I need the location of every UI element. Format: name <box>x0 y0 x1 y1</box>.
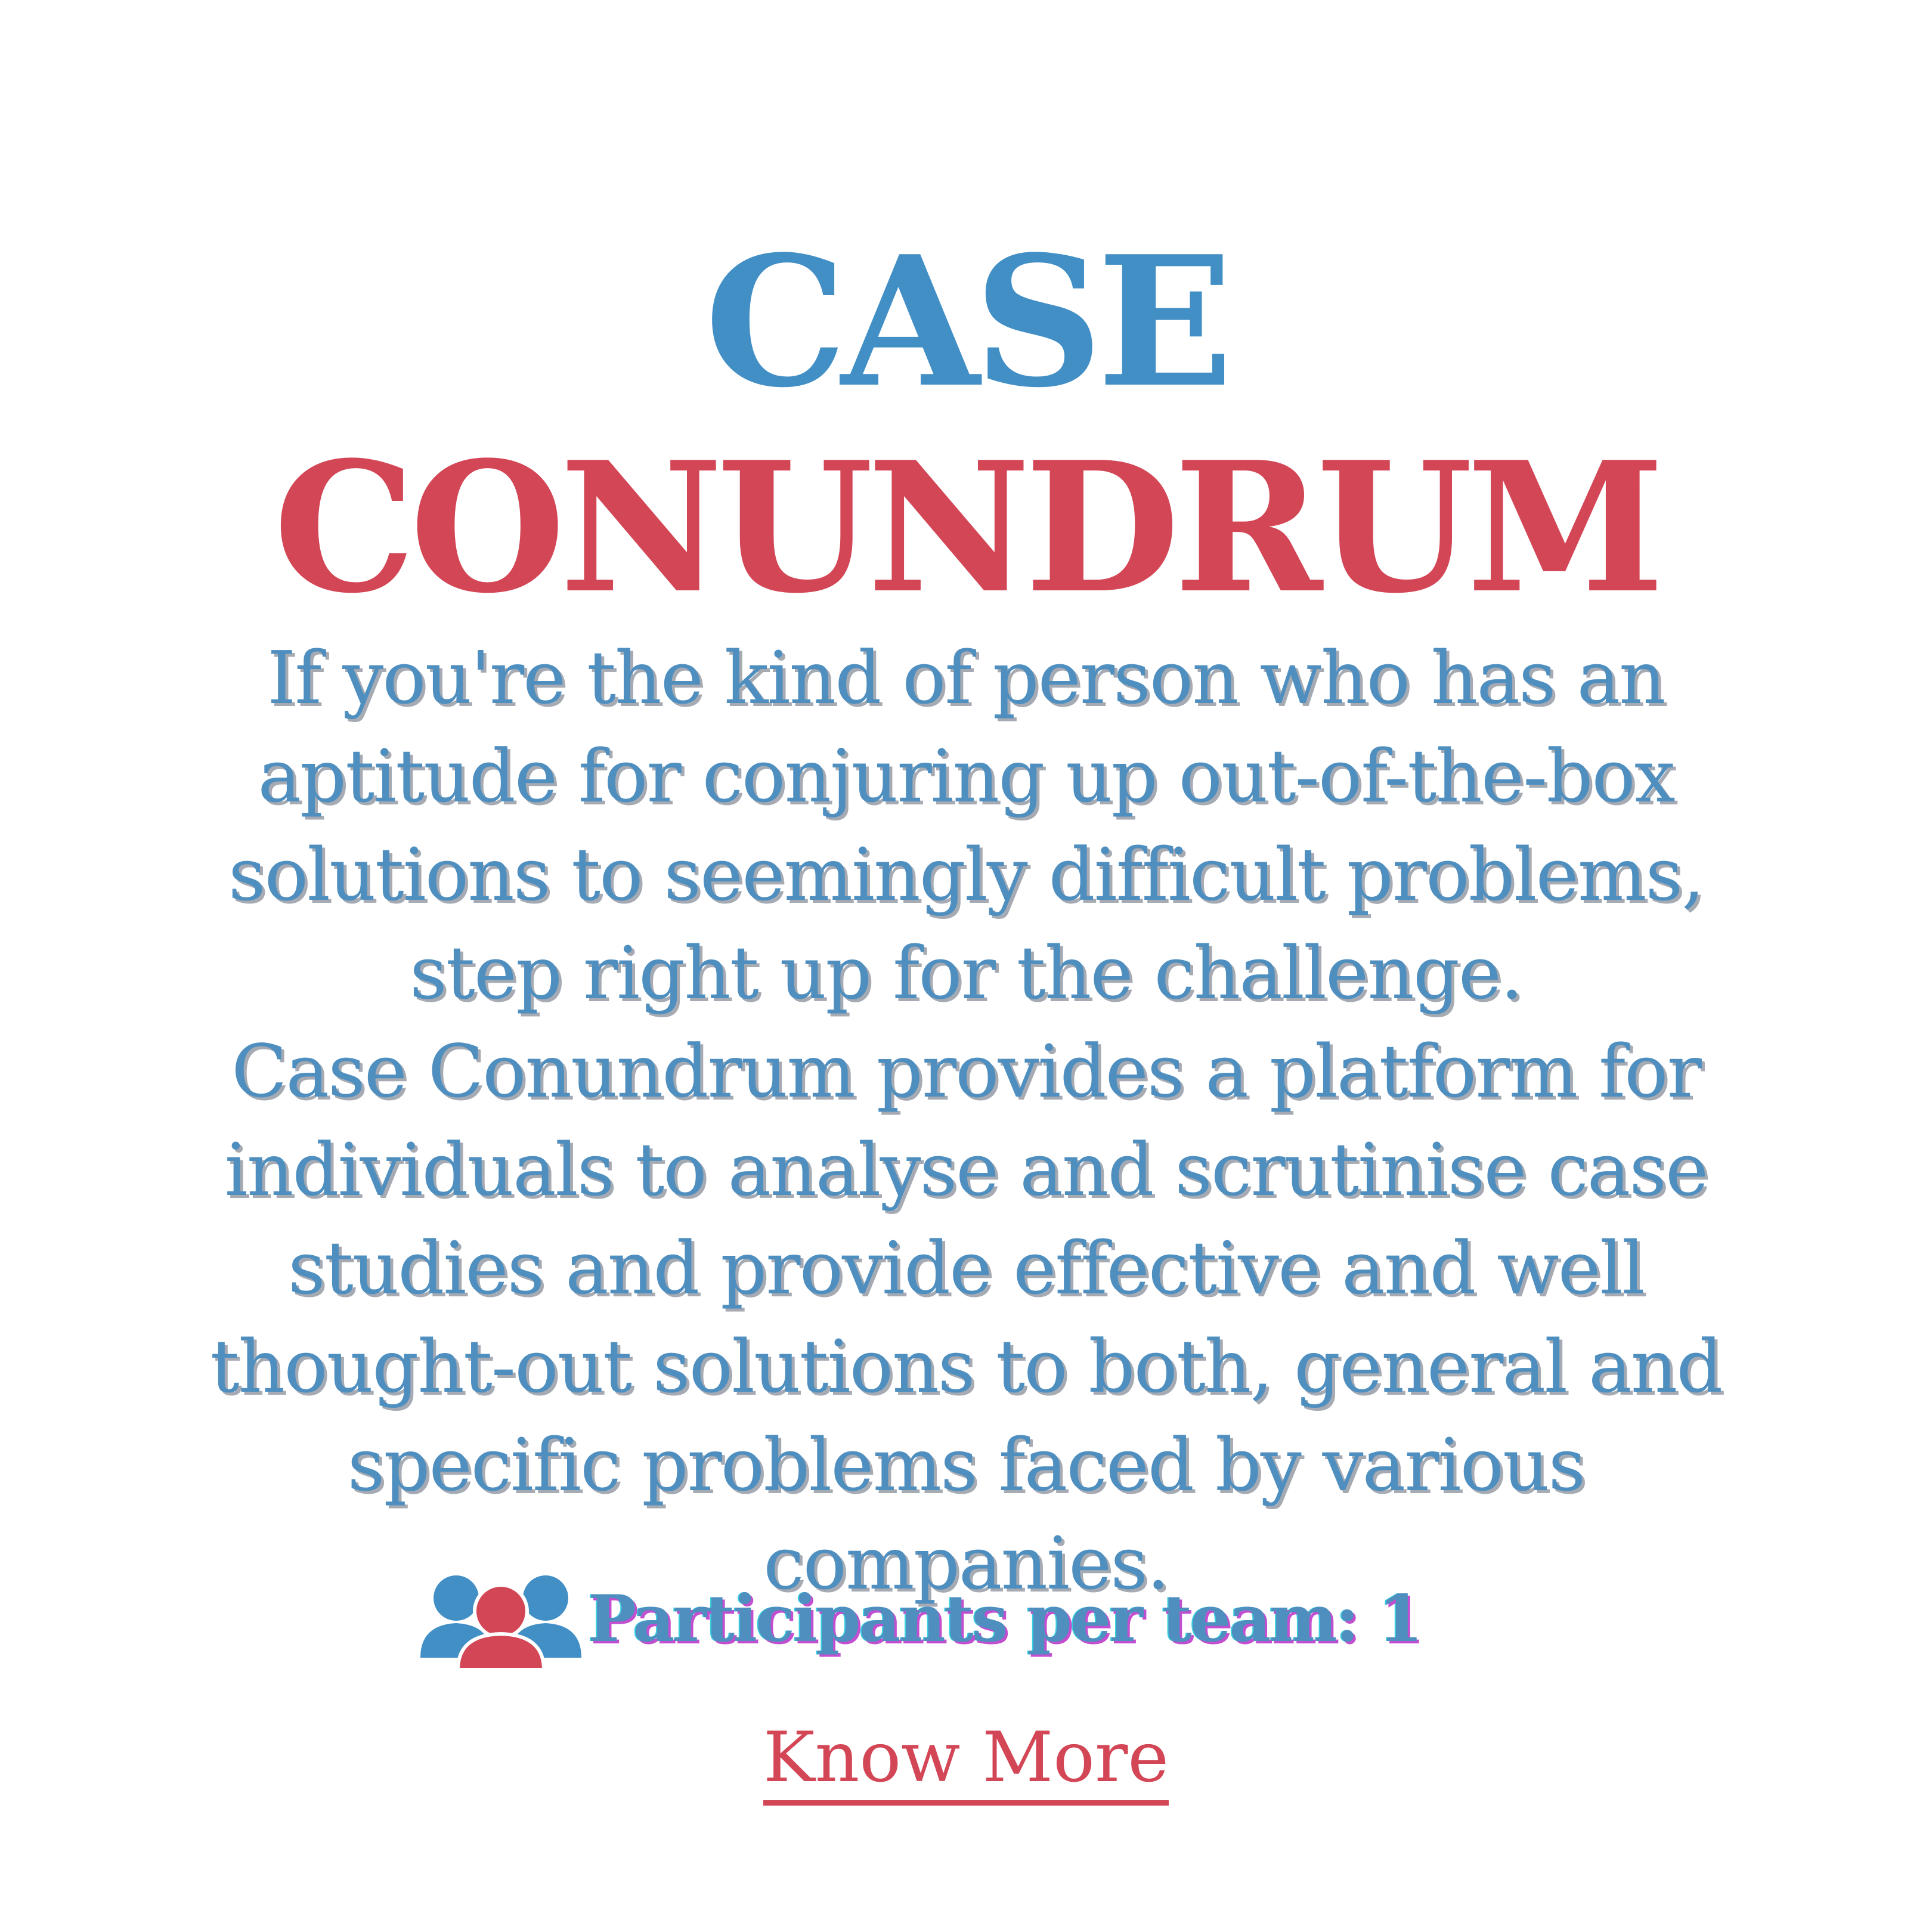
participants-info: Participants per team: 1 <box>417 1562 1423 1676</box>
event-title-line-2: CONUNDRUM <box>273 422 1664 633</box>
description-paragraph-1: If you're the kind of person who has an … <box>228 636 1705 1015</box>
know-more-link[interactable]: Know More <box>763 1717 1169 1806</box>
participants-per-team-text: Participants per team: 1 <box>588 1581 1423 1657</box>
event-title-line-1: CASE <box>704 216 1234 427</box>
know-more-container: Know More <box>0 1717 1932 1806</box>
group-users-icon <box>420 1575 581 1670</box>
event-description: If you're the kind of person who has an … <box>167 629 1765 1613</box>
description-paragraph-2: Case Conundrum provides a platform for i… <box>210 1029 1723 1606</box>
